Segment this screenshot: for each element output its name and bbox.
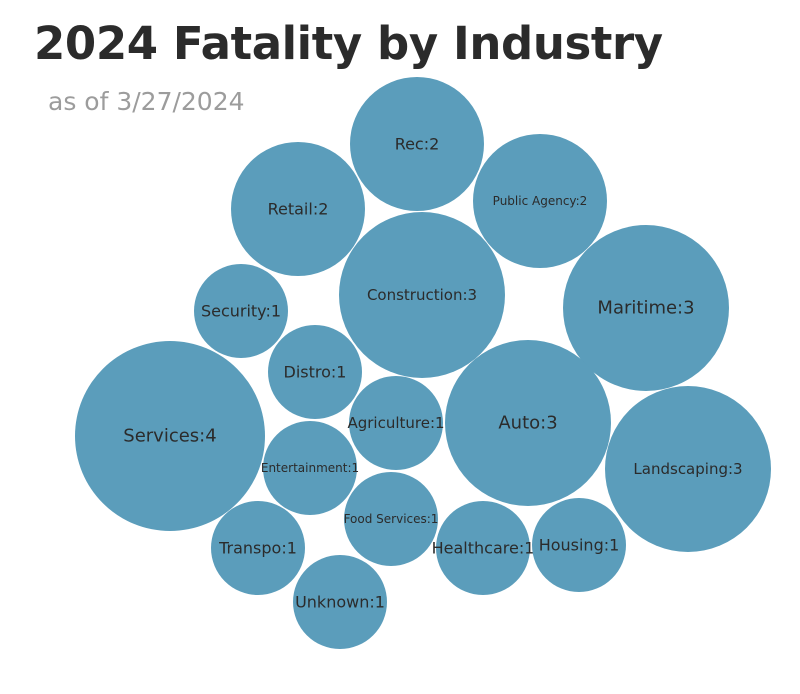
bubble-landscaping: Landscaping:3 [605, 386, 771, 552]
bubble-circle-food-services [344, 472, 438, 566]
bubble-housing: Housing:1 [532, 498, 626, 592]
bubble-label-services: Services:4 [123, 426, 216, 447]
bubble-circle-security [194, 264, 288, 358]
bubble-label-public-agency: Public Agency:2 [493, 194, 588, 208]
bubble-circle-distro [268, 325, 362, 419]
bubble-label-unknown: Unknown:1 [295, 593, 385, 612]
bubble-label-healthcare: Healthcare:1 [432, 539, 535, 558]
bubble-circle-unknown [293, 555, 387, 649]
bubble-services: Services:4 [75, 341, 265, 531]
bubble-label-construction: Construction:3 [367, 286, 477, 304]
bubble-label-agriculture: Agriculture:1 [347, 414, 444, 432]
bubble-circle-landscaping [605, 386, 771, 552]
bubble-unknown: Unknown:1 [293, 555, 387, 649]
bubble-circle-entertainment [263, 421, 357, 515]
bubble-circle-retail [231, 142, 365, 276]
bubble-label-entertainment: Entertainment:1 [261, 461, 359, 475]
bubble-entertainment: Entertainment:1 [261, 421, 359, 515]
bubble-retail: Retail:2 [231, 142, 365, 276]
bubble-circle-services [75, 341, 265, 531]
bubble-label-maritime: Maritime:3 [597, 298, 694, 319]
bubble-circle-public-agency [473, 134, 607, 268]
chart-title: 2024 Fatality by Industry [34, 17, 663, 70]
bubble-label-rec: Rec:2 [395, 135, 440, 154]
bubble-label-security: Security:1 [201, 302, 281, 321]
bubble-public-agency: Public Agency:2 [473, 134, 607, 268]
bubble-circle-auto [445, 340, 611, 506]
bubble-label-housing: Housing:1 [539, 536, 620, 555]
bubble-circle-transpo [211, 501, 305, 595]
bubble-label-auto: Auto:3 [498, 413, 557, 434]
chart-subtitle: as of 3/27/2024 [48, 87, 245, 116]
bubble-circle-construction [339, 212, 505, 378]
bubble-circle-rec [350, 77, 484, 211]
bubble-circle-healthcare [436, 501, 530, 595]
bubble-circle-housing [532, 498, 626, 592]
bubble-circle-agriculture [349, 376, 443, 470]
bubble-label-distro: Distro:1 [284, 363, 347, 382]
bubble-agriculture: Agriculture:1 [347, 376, 445, 470]
bubble-construction: Construction:3 [339, 212, 505, 378]
bubble-transpo: Transpo:1 [211, 501, 305, 595]
bubble-maritime: Maritime:3 [563, 225, 729, 391]
bubble-auto: Auto:3 [445, 340, 611, 506]
bubble-distro: Distro:1 [268, 325, 362, 419]
bubble-security: Security:1 [194, 264, 288, 358]
bubble-healthcare: Healthcare:1 [432, 501, 535, 595]
bubble-circle-maritime [563, 225, 729, 391]
bubble-label-landscaping: Landscaping:3 [633, 460, 742, 478]
bubble-food-services: Food Services:1 [344, 472, 439, 566]
bubble-label-food-services: Food Services:1 [344, 512, 439, 526]
bubble-label-retail: Retail:2 [268, 200, 329, 219]
bubble-rec: Rec:2 [350, 77, 484, 211]
bubble-label-transpo: Transpo:1 [218, 539, 297, 558]
